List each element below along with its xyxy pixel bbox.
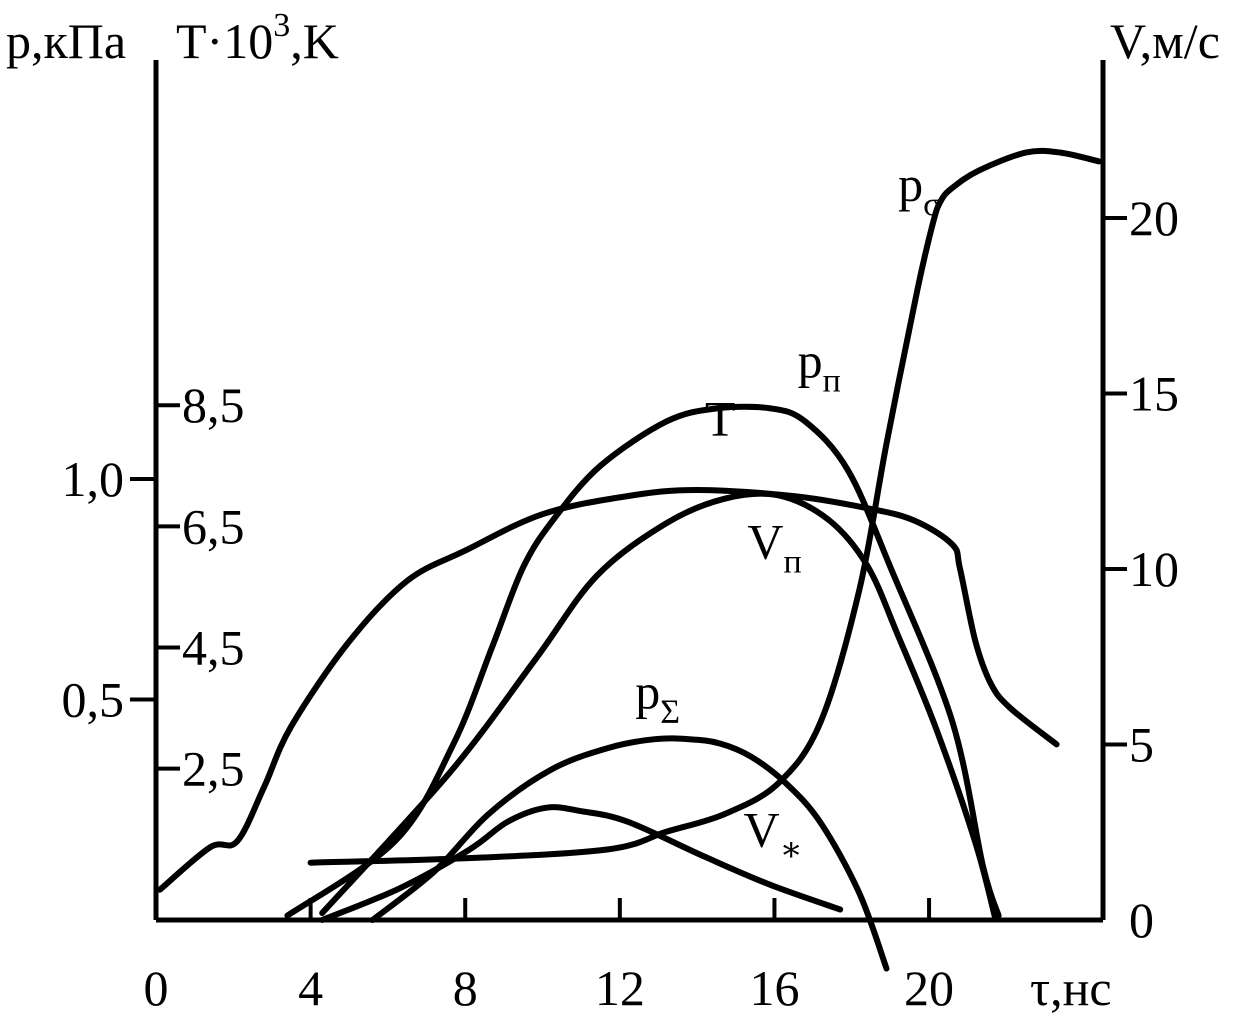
x-tick-label-0: 0 — [144, 960, 169, 1016]
x-tick-label-4: 4 — [298, 960, 323, 1016]
series-0-pп-label: pп — [798, 333, 841, 400]
p-tick-label-0,5: 0,5 — [62, 671, 125, 727]
series-2-Vп-label: Vп — [747, 513, 801, 580]
series-5-pσ-label: pσ — [898, 156, 941, 223]
series-5-pσ-line — [307, 147, 1103, 866]
series-4-V∗-label: V∗ — [744, 801, 803, 868]
right-axis-title-V: V,м/с — [1110, 13, 1220, 69]
T-tick-label-4,5: 4,5 — [182, 619, 245, 675]
x-tick-label-16: 16 — [749, 960, 799, 1016]
series-3-pΣ-label: pΣ — [635, 663, 680, 730]
series-0-pп-line — [284, 403, 1002, 919]
tick-marks — [130, 215, 1127, 920]
series-2-Vп-line — [319, 490, 998, 920]
x-tick-label-20: 20 — [904, 960, 954, 1016]
left-axis-title-T: T·103,K — [176, 7, 339, 69]
V-tick-label-20: 20 — [1129, 190, 1179, 246]
series-1-T-line — [156, 487, 1060, 893]
T-tick-label-2,5: 2,5 — [182, 741, 245, 797]
series-1-T-label: T — [705, 390, 736, 446]
curves — [156, 147, 1103, 972]
x-tick-label-8: 8 — [453, 960, 478, 1016]
p-tick-label-1,0: 1,0 — [62, 451, 125, 507]
V-tick-label-10: 10 — [1129, 541, 1179, 597]
x-axis-title: τ,нс — [1030, 960, 1112, 1016]
left-axis-title-p: p,кПа — [6, 13, 126, 69]
T-tick-label-6,5: 6,5 — [182, 498, 245, 554]
axes — [153, 60, 1106, 923]
T-tick-label-8,5: 8,5 — [182, 377, 245, 433]
V-tick-label-0: 0 — [1129, 892, 1154, 948]
V-tick-label-5: 5 — [1129, 716, 1154, 772]
series-3-pΣ-line — [369, 735, 890, 972]
V-tick-label-15: 15 — [1129, 365, 1179, 421]
series-4-V∗-line — [319, 804, 844, 923]
x-tick-label-12: 12 — [595, 960, 645, 1016]
labels: p,кПа T·103,K V,м/с τ,нс 0 4 8 12 16 20 0,5 1,0… — [6, 7, 1220, 1016]
